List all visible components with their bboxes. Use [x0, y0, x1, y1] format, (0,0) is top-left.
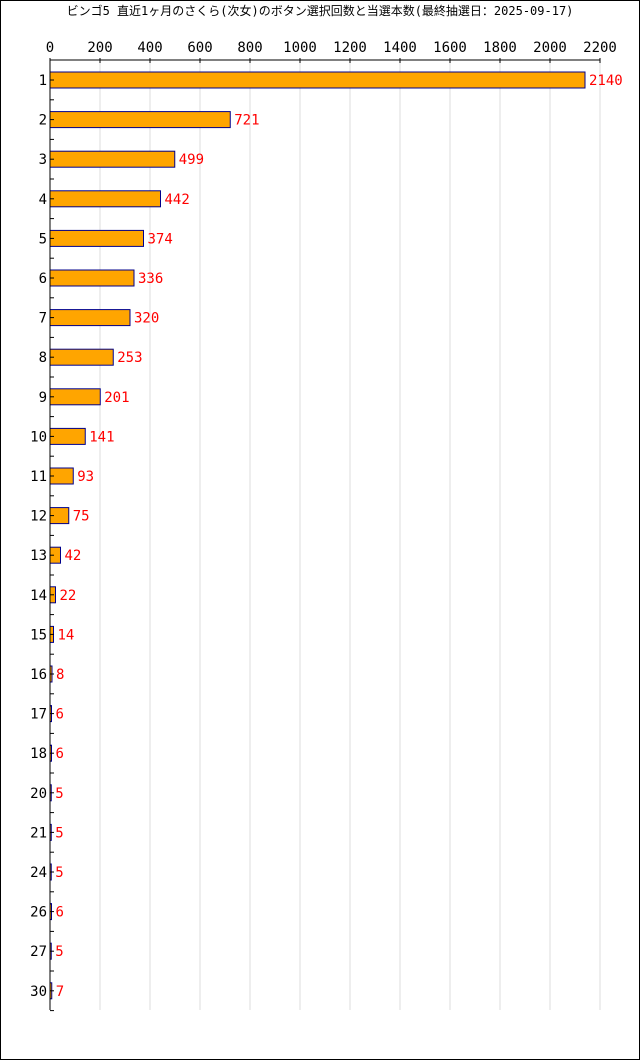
y-tick-label: 15 — [30, 627, 47, 643]
bar — [49, 229, 144, 247]
bar — [49, 309, 131, 327]
y-tick-label: 14 — [30, 588, 47, 604]
value-label: 6 — [56, 905, 64, 921]
bar — [49, 388, 101, 406]
x-tick-label: 0 — [46, 40, 54, 56]
value-label: 721 — [234, 113, 259, 129]
value-label: 93 — [77, 469, 94, 485]
bar — [49, 190, 161, 208]
value-label: 2140 — [589, 73, 623, 89]
y-tick-label: 21 — [30, 825, 47, 841]
x-tick-label: 2200 — [583, 40, 617, 56]
y-tick-label: 11 — [30, 469, 47, 485]
y-tick-label: 4 — [39, 192, 47, 208]
value-label: 374 — [148, 231, 173, 247]
value-label: 499 — [179, 152, 204, 168]
x-tick-label: 1400 — [383, 40, 417, 56]
value-label: 5 — [55, 825, 63, 841]
value-label: 14 — [58, 627, 75, 643]
y-tick-label: 26 — [30, 905, 47, 921]
x-tick-label: 200 — [87, 40, 112, 56]
bar — [49, 71, 586, 89]
x-tick-label: 2000 — [533, 40, 567, 56]
value-label: 6 — [56, 746, 64, 762]
bars: 2140721499442374336320253201141937542221… — [49, 71, 623, 1000]
y-tick-label: 24 — [30, 865, 47, 881]
value-label: 42 — [65, 548, 82, 564]
x-tick-label: 1600 — [433, 40, 467, 56]
y-tick-label: 17 — [30, 707, 47, 723]
value-label: 201 — [104, 390, 129, 406]
bar — [49, 150, 176, 168]
x-tick-label: 800 — [237, 40, 262, 56]
value-label: 336 — [138, 271, 163, 287]
value-label: 6 — [56, 707, 64, 723]
y-tick-label: 12 — [30, 509, 47, 525]
x-axis-ticks: 0 200 400 600 800 1000 1200 1400 1600 1800 2000 220… — [46, 40, 617, 63]
y-tick-label: 5 — [39, 231, 47, 247]
y-tick-label: 6 — [39, 271, 47, 287]
value-label: 5 — [55, 786, 63, 802]
y-tick-label: 2 — [39, 113, 47, 129]
value-label: 5 — [55, 944, 63, 960]
y-tick-label: 8 — [39, 350, 47, 366]
y-tick-label: 7 — [39, 311, 47, 327]
y-tick-label: 9 — [39, 390, 47, 406]
x-tick-label: 1800 — [483, 40, 517, 56]
y-tick-label: 20 — [30, 786, 47, 802]
y-tick-label: 10 — [30, 429, 47, 445]
value-label: 320 — [134, 311, 159, 327]
y-tick-label: 27 — [30, 944, 47, 960]
x-tick-label: 1000 — [283, 40, 317, 56]
chart-title: ビンゴ5 直近1ヶ月のさくら(次女)のボタン選択回数と当選本数(最終抽選日：20… — [66, 4, 574, 18]
value-label: 7 — [56, 984, 64, 1000]
bar — [49, 269, 135, 287]
value-label: 141 — [89, 429, 114, 445]
value-label: 442 — [165, 192, 190, 208]
bar — [49, 111, 231, 129]
y-tick-label: 13 — [30, 548, 47, 564]
y-tick-label: 18 — [30, 746, 47, 762]
bar — [49, 348, 114, 366]
value-label: 253 — [117, 350, 142, 366]
x-tick-label: 1200 — [333, 40, 367, 56]
y-tick-label: 16 — [30, 667, 47, 683]
y-tick-label: 3 — [39, 152, 47, 168]
grid-lines — [99, 60, 601, 1010]
value-label: 8 — [56, 667, 64, 683]
y-tick-label: 1 — [39, 73, 47, 89]
value-label: 22 — [60, 588, 77, 604]
x-tick-label: 400 — [137, 40, 162, 56]
bar — [49, 427, 86, 445]
x-tick-label: 600 — [187, 40, 212, 56]
y-tick-label: 30 — [30, 984, 47, 1000]
value-label: 75 — [73, 509, 90, 525]
value-label: 5 — [55, 865, 63, 881]
